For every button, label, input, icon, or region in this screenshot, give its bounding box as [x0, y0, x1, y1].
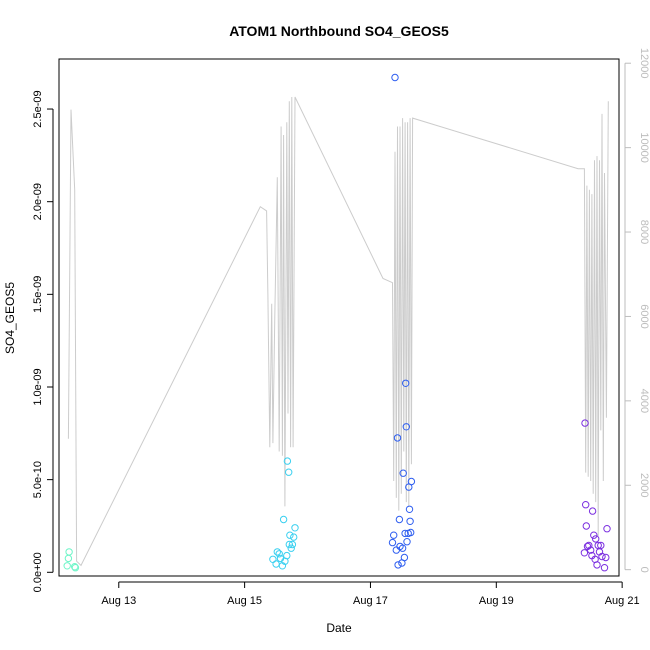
data-point — [402, 379, 410, 387]
y-tick-label: 2.0e-09 — [32, 183, 44, 220]
data-points — [63, 73, 611, 572]
y-tick-label: 1.0e-09 — [32, 368, 44, 405]
data-point — [600, 564, 609, 572]
data-point — [581, 419, 589, 427]
data-point — [597, 541, 605, 550]
data-point — [399, 469, 407, 477]
data-point — [287, 544, 295, 552]
data-point — [288, 540, 297, 549]
data-point — [394, 561, 402, 569]
y-axis-label: SO4_GEOS5 — [3, 282, 17, 354]
y-tick-label: 2.5e-09 — [32, 90, 44, 127]
x-axis: Aug 13 Aug 15 Aug 17 Aug 19 Aug 21 — [101, 581, 640, 607]
altitude-series — [67, 96, 609, 567]
y2-tick-label: 2000 — [638, 473, 650, 497]
data-point — [283, 457, 292, 465]
data-point — [391, 73, 399, 82]
data-point — [275, 550, 283, 558]
y-tick-label: 0.0e+00 — [32, 552, 44, 592]
data-point — [398, 544, 407, 552]
y2-tick-label: 10000 — [638, 132, 650, 163]
secondary-y-axis: 0 2000 4000 6000 8000 10000 12000 — [624, 48, 650, 573]
data-point — [602, 553, 610, 562]
data-point — [269, 555, 277, 563]
data-point — [598, 552, 606, 561]
chart-title: ATOM1 Northbound SO4_GEOS5 — [229, 23, 449, 39]
y2-tick-label: 4000 — [638, 389, 650, 413]
data-point — [283, 551, 291, 560]
y-axis: 0.0e+00 5.0e-10 1.0e-09 1.5e-09 2.0e-09 2.5e-… — [32, 90, 54, 592]
y-tick-label: 1.5e-09 — [32, 276, 44, 313]
data-point — [403, 538, 411, 546]
x-tick-label: Aug 15 — [227, 595, 262, 607]
data-point — [285, 540, 293, 549]
data-point — [603, 525, 611, 533]
x-tick-label: Aug 19 — [479, 595, 514, 607]
x-tick-label: Aug 17 — [353, 595, 388, 607]
data-point — [393, 434, 402, 442]
plot-frame — [58, 58, 620, 577]
y2-tick-label: 0 — [638, 567, 650, 573]
data-point — [588, 507, 597, 515]
data-point — [285, 468, 293, 476]
data-point — [590, 531, 598, 539]
data-point — [64, 554, 73, 563]
data-point — [582, 501, 590, 509]
data-point — [390, 531, 398, 539]
data-point — [406, 517, 414, 525]
data-point — [580, 549, 589, 557]
data-point — [592, 535, 600, 543]
data-point — [407, 528, 415, 537]
data-point — [407, 477, 416, 486]
data-point — [286, 531, 294, 539]
data-point — [593, 561, 601, 569]
data-point — [272, 560, 280, 568]
altitude-line — [67, 96, 609, 567]
data-point — [585, 541, 593, 550]
data-point — [63, 562, 71, 570]
data-point — [587, 546, 595, 554]
x-tick-label: Aug 13 — [101, 595, 136, 607]
data-point — [291, 524, 299, 532]
data-point — [279, 515, 288, 524]
data-point — [582, 522, 590, 530]
data-point — [71, 564, 80, 572]
data-point — [400, 553, 409, 562]
y-tick-label: 5.0e-10 — [32, 461, 44, 498]
x-tick-label: Aug 21 — [605, 595, 640, 607]
data-point — [405, 505, 414, 513]
data-point — [71, 563, 79, 571]
data-point — [65, 548, 73, 556]
y2-tick-label: 12000 — [638, 48, 650, 79]
x-axis-label: Date — [326, 621, 352, 635]
data-point — [273, 548, 281, 556]
data-point — [290, 533, 298, 541]
y2-tick-label: 8000 — [638, 220, 650, 244]
data-point — [401, 529, 409, 538]
data-point — [402, 423, 410, 431]
data-point — [388, 538, 397, 547]
data-point — [392, 546, 400, 554]
y2-tick-label: 6000 — [638, 304, 650, 328]
data-point — [395, 515, 404, 524]
